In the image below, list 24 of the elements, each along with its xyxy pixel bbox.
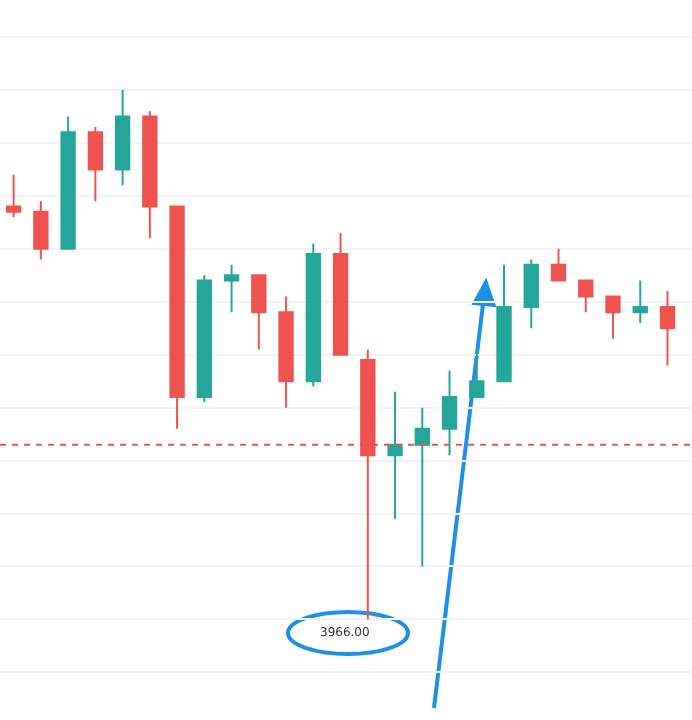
candlestick <box>659 290 676 367</box>
candlestick <box>523 258 539 330</box>
candlestick <box>33 200 49 261</box>
candlestick <box>223 263 240 314</box>
candlestick <box>414 406 430 568</box>
candlestick <box>332 231 349 356</box>
candlestick <box>5 173 22 219</box>
candlestick <box>169 205 185 430</box>
candlestick <box>305 242 321 388</box>
candlestick <box>87 126 104 203</box>
candlestick <box>441 369 458 457</box>
candlestick <box>251 274 267 351</box>
candlestick <box>605 295 621 340</box>
candlestick <box>496 263 512 383</box>
candlestick <box>469 348 485 399</box>
candlestick <box>550 247 567 282</box>
candlestick <box>578 279 594 314</box>
candlestick <box>632 279 648 324</box>
candlestick <box>114 89 131 187</box>
candlestick <box>196 274 212 404</box>
candlestick <box>278 295 294 409</box>
candlestick <box>387 390 403 520</box>
candlestick <box>142 110 158 240</box>
candlestick <box>60 115 76 250</box>
